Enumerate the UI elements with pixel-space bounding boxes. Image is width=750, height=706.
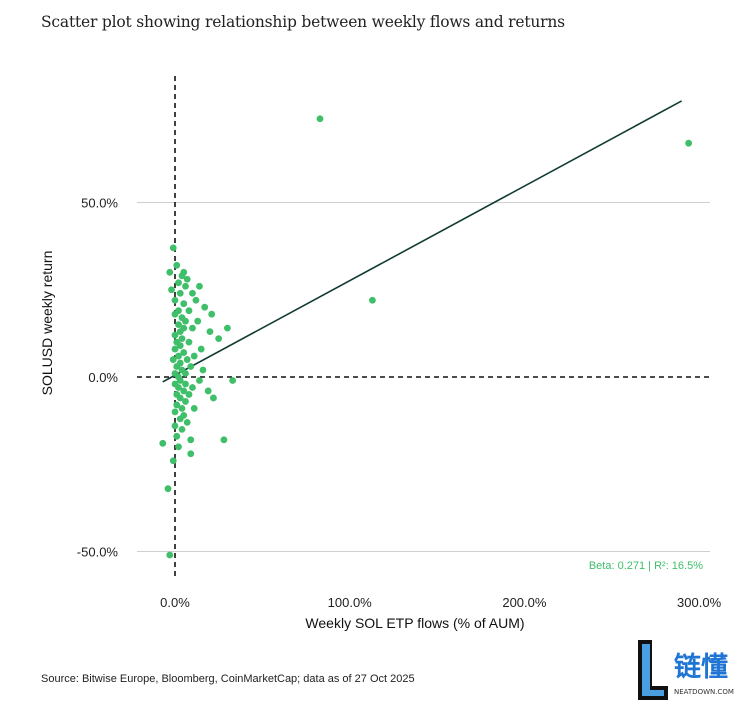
- data-point: [180, 411, 188, 419]
- data-point: [183, 356, 191, 363]
- data-point: [169, 457, 177, 465]
- data-point: [175, 279, 182, 287]
- data-point: [369, 296, 376, 304]
- data-point: [173, 401, 181, 409]
- data-point: [164, 485, 172, 493]
- data-point: [183, 275, 191, 283]
- data-points: [159, 115, 693, 559]
- data-point: [180, 349, 188, 356]
- data-point: [224, 324, 231, 332]
- data-point: [190, 405, 198, 412]
- data-point: [173, 261, 181, 269]
- data-point: [208, 310, 216, 318]
- data-point: [166, 551, 174, 559]
- data-point: [176, 342, 184, 349]
- data-point: [169, 356, 177, 363]
- data-point: [215, 335, 223, 343]
- data-point: [180, 300, 188, 308]
- data-point: [175, 307, 182, 315]
- x-tick-label: 300.0%: [677, 595, 722, 610]
- x-axis-label: Weekly SOL ETP flows (% of AUM): [305, 615, 524, 631]
- data-point: [183, 418, 191, 426]
- data-point: [178, 425, 186, 433]
- x-tick-label: 100.0%: [328, 595, 373, 610]
- data-point: [185, 307, 193, 315]
- data-point: [182, 398, 189, 405]
- y-tick-label: -50.0%: [77, 545, 119, 560]
- data-point: [201, 303, 209, 311]
- data-point: [206, 328, 214, 336]
- data-point: [175, 321, 182, 329]
- y-tick-label: 50.0%: [81, 196, 118, 211]
- data-point: [229, 377, 237, 384]
- data-point: [176, 377, 184, 384]
- data-point: [175, 352, 182, 360]
- data-point: [182, 370, 189, 377]
- data-point: [190, 352, 198, 360]
- data-point: [171, 422, 179, 430]
- data-point: [171, 408, 179, 416]
- data-point: [182, 282, 189, 290]
- data-point: [204, 387, 212, 395]
- data-point: [192, 296, 200, 304]
- y-axis-label: SOLUSD weekly return: [39, 251, 55, 396]
- data-point: [187, 363, 195, 370]
- data-point: [199, 366, 207, 374]
- data-point: [220, 436, 228, 444]
- data-point: [159, 439, 167, 447]
- data-point: [196, 282, 203, 290]
- gridlines: [137, 202, 710, 552]
- data-point: [168, 286, 175, 294]
- data-point: [166, 268, 174, 276]
- data-point: [176, 289, 184, 297]
- data-point: [180, 324, 188, 332]
- x-tick-label: 0.0%: [160, 595, 190, 610]
- neatdown-logo: 链懂 NEATDOWN.COM: [634, 638, 746, 702]
- data-point: [185, 338, 193, 346]
- logo-sub-text: NEATDOWN.COM: [674, 688, 734, 696]
- data-point: [169, 244, 177, 252]
- data-point: [180, 268, 188, 276]
- logo-main-text: 链懂: [674, 651, 728, 683]
- data-point: [175, 443, 182, 451]
- data-point: [197, 345, 205, 353]
- data-point: [194, 317, 202, 325]
- x-tick-label: 200.0%: [502, 595, 547, 610]
- data-point: [180, 387, 188, 395]
- y-tick-label: 0.0%: [88, 370, 118, 385]
- data-point: [685, 139, 693, 147]
- data-point: [210, 394, 217, 402]
- data-point: [185, 391, 193, 398]
- data-point: [175, 384, 182, 391]
- data-point: [187, 450, 195, 458]
- data-point: [171, 345, 179, 353]
- data-point: [176, 394, 184, 402]
- y-tick-labels: 50.0% 0.0% -50.0%: [77, 196, 119, 560]
- data-point: [182, 380, 189, 388]
- source-note: Source: Bitwise Europe, Bloomberg, CoinM…: [41, 673, 415, 685]
- data-point: [171, 296, 179, 304]
- data-point: [176, 359, 184, 367]
- data-point: [189, 384, 196, 391]
- data-point: [178, 335, 186, 343]
- data-point: [171, 331, 179, 339]
- data-point: [182, 317, 189, 325]
- x-tick-labels: 0.0% 100.0% 200.0% 300.0%: [160, 595, 721, 610]
- data-point: [189, 324, 196, 332]
- regression-annotation: Beta: 0.271 | R²: 16.5%: [589, 560, 703, 572]
- chart-title: Scatter plot showing relationship betwee…: [41, 13, 565, 31]
- data-point: [173, 432, 181, 440]
- trendline: [162, 100, 683, 383]
- data-point: [178, 405, 186, 412]
- data-point: [196, 377, 203, 384]
- data-point: [187, 436, 195, 444]
- zero-axes: [137, 76, 710, 580]
- data-point: [189, 289, 196, 297]
- data-point: [316, 115, 324, 123]
